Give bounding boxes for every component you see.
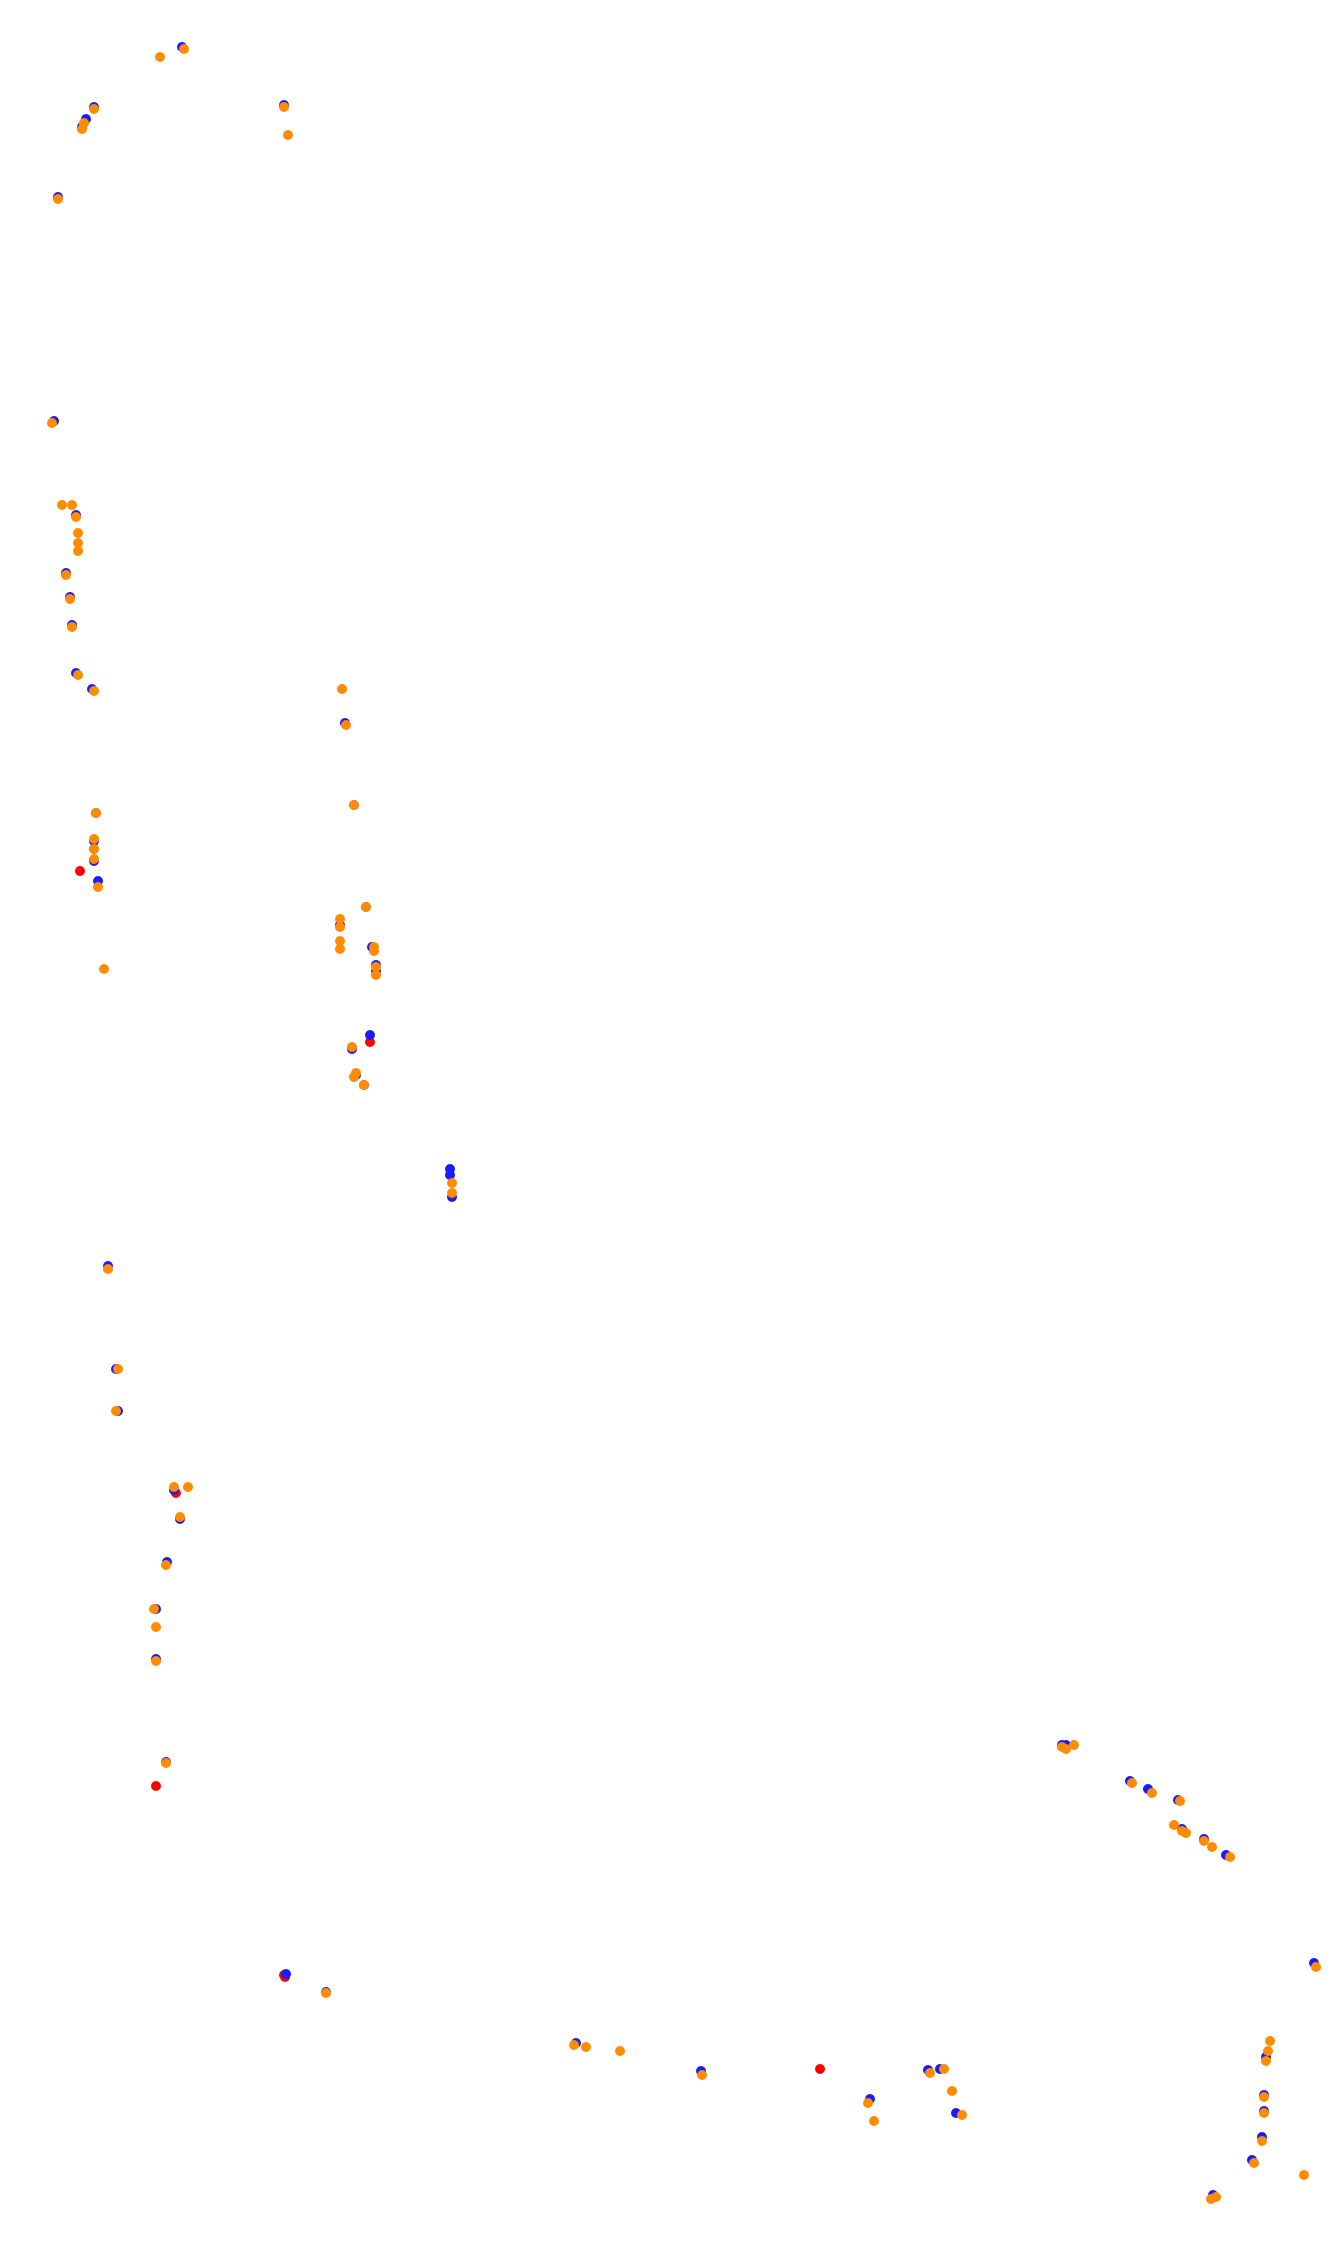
- series-2-point-74: [73, 546, 83, 556]
- series-2-point-55: [335, 936, 345, 946]
- series-2-point-22: [1057, 1742, 1067, 1752]
- series-2-point-56: [369, 942, 379, 952]
- series-2-point-32: [569, 2040, 579, 2050]
- series-2-point-30: [615, 2046, 625, 2056]
- series-2-point-11: [1225, 1852, 1235, 1862]
- series-2-point-85: [283, 130, 293, 140]
- series-2-point-29: [697, 2070, 707, 2080]
- series-2-point-87: [155, 52, 165, 62]
- series-2-point-2: [1299, 2170, 1309, 2180]
- series-2-point-58: [335, 914, 345, 924]
- series-2-point-79: [67, 500, 77, 510]
- series-2-point-16: [1169, 1820, 1179, 1830]
- series-0-point-2: [815, 2064, 825, 2074]
- series-0-point-4: [75, 866, 85, 876]
- series-2: [47, 44, 1321, 2204]
- series-2-point-38: [161, 1560, 171, 1570]
- series-2-point-24: [947, 2086, 957, 2096]
- series-2-point-6: [1259, 2092, 1269, 2102]
- series-2-point-59: [361, 902, 371, 912]
- series-2-point-8: [1263, 2046, 1273, 2056]
- series-2-point-86: [279, 102, 289, 112]
- series-2-point-26: [863, 2098, 873, 2108]
- series-2-point-75: [73, 538, 83, 548]
- series-2-point-35: [151, 1656, 161, 1666]
- series-2-point-52: [371, 962, 381, 972]
- series-2-point-17: [1175, 1796, 1185, 1806]
- points-layer: [47, 42, 1321, 2204]
- series-2-point-67: [341, 720, 351, 730]
- series-2-point-51: [371, 970, 381, 980]
- series-2-point-31: [581, 2042, 591, 2052]
- series-2-point-12: [1207, 1842, 1217, 1852]
- series-2-point-10: [1311, 1962, 1321, 1972]
- series-2-point-9: [1265, 2036, 1275, 2046]
- series-2-point-57: [335, 922, 345, 932]
- series-1-point-34: [445, 1164, 455, 1174]
- series-2-point-78: [57, 500, 67, 510]
- series-2-point-84: [89, 104, 99, 114]
- series-1-point-38: [365, 1030, 375, 1040]
- series-2-point-83: [79, 118, 89, 128]
- series-2-point-71: [67, 622, 77, 632]
- series-2-point-33: [321, 1988, 331, 1998]
- series-2-point-49: [351, 1068, 361, 1078]
- series-2-point-34: [161, 1758, 171, 1768]
- series-2-point-28: [939, 2064, 949, 2074]
- series-2-point-63: [89, 844, 99, 854]
- series-2-point-81: [53, 194, 63, 204]
- series-2-point-72: [65, 594, 75, 604]
- series-2-point-80: [47, 418, 57, 428]
- series-2-point-36: [151, 1622, 161, 1632]
- series-2-point-73: [61, 570, 71, 580]
- series-2-point-70: [73, 670, 83, 680]
- series-2-point-23: [869, 2116, 879, 2126]
- series-2-point-41: [169, 1482, 179, 1492]
- series-2-point-13: [1199, 1836, 1209, 1846]
- series-2-point-68: [337, 684, 347, 694]
- series-2-point-61: [93, 882, 103, 892]
- series-2-point-25: [957, 2110, 967, 2120]
- series-2-point-66: [349, 800, 359, 810]
- series-2-point-5: [1259, 2108, 1269, 2118]
- series-2-point-64: [89, 834, 99, 844]
- series-2-point-7: [1261, 2056, 1271, 2066]
- series-1-point-22: [281, 1969, 291, 1979]
- series-2-point-3: [1249, 2158, 1259, 2168]
- series-2-point-47: [359, 1080, 369, 1090]
- series-2-point-62: [89, 854, 99, 864]
- series-2-point-50: [347, 1042, 357, 1052]
- series-2-point-19: [1127, 1778, 1137, 1788]
- series-2-point-4: [1257, 2136, 1267, 2146]
- series-2-point-42: [111, 1406, 121, 1416]
- series-2-point-69: [89, 686, 99, 696]
- series-2-point-44: [103, 1264, 113, 1274]
- series-2-point-21: [1069, 1740, 1079, 1750]
- series-2-point-1: [1211, 2192, 1221, 2202]
- series-0-point-5: [365, 1037, 375, 1047]
- series-2-point-45: [447, 1188, 457, 1198]
- series-0-point-1: [151, 1781, 161, 1791]
- series-2-point-77: [71, 512, 81, 522]
- series-2-point-27: [925, 2068, 935, 2078]
- series-2-point-18: [1147, 1788, 1157, 1798]
- series-2-point-54: [335, 944, 345, 954]
- series-2-point-39: [175, 1512, 185, 1522]
- series-2-point-65: [91, 808, 101, 818]
- series-2-point-60: [99, 964, 109, 974]
- series-2-point-76: [73, 528, 83, 538]
- series-2-point-43: [113, 1364, 123, 1374]
- series-2-point-46: [447, 1178, 457, 1188]
- series-2-point-37: [149, 1604, 159, 1614]
- series-2-point-88: [179, 44, 189, 54]
- series-2-point-40: [183, 1482, 193, 1492]
- series-2-point-15: [1177, 1826, 1187, 1836]
